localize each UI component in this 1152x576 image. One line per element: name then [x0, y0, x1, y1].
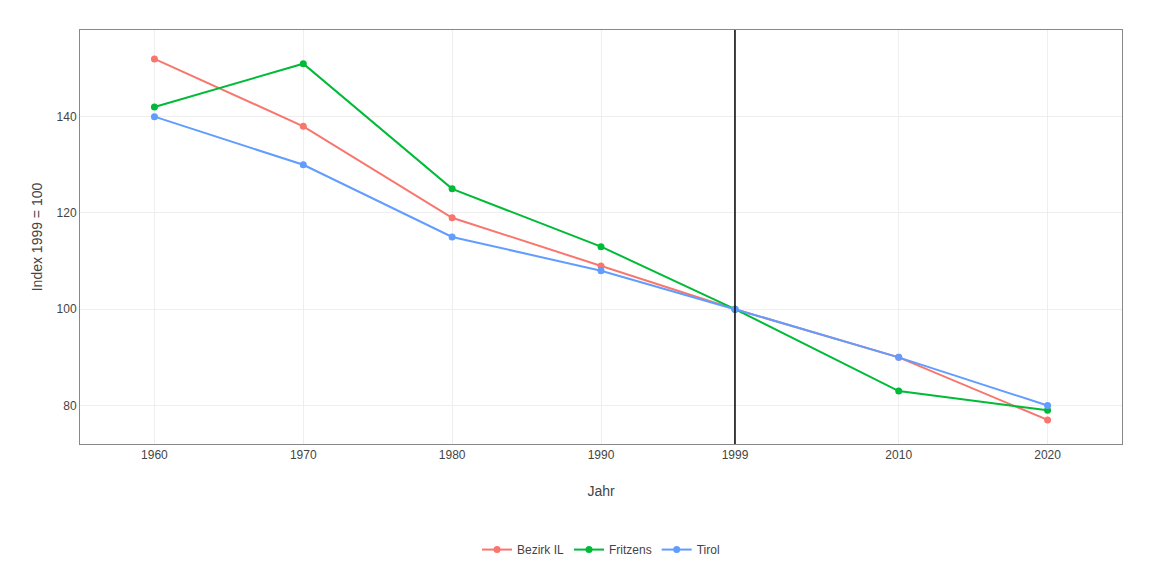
svg-text:Jahr: Jahr	[587, 483, 615, 499]
svg-text:Index 1999 = 100: Index 1999 = 100	[29, 182, 45, 291]
svg-text:2010: 2010	[885, 448, 912, 462]
svg-text:120: 120	[57, 206, 77, 220]
svg-text:Fritzens: Fritzens	[609, 543, 652, 557]
svg-text:140: 140	[57, 110, 77, 124]
svg-text:1970: 1970	[290, 448, 317, 462]
svg-text:1980: 1980	[439, 448, 466, 462]
svg-text:1960: 1960	[141, 448, 168, 462]
svg-text:1999: 1999	[722, 448, 749, 462]
svg-text:80: 80	[63, 399, 77, 413]
svg-text:1990: 1990	[588, 448, 615, 462]
svg-text:Tirol: Tirol	[697, 543, 720, 557]
svg-text:100: 100	[57, 302, 77, 316]
svg-text:2020: 2020	[1034, 448, 1061, 462]
svg-text:Bezirk IL: Bezirk IL	[517, 543, 564, 557]
